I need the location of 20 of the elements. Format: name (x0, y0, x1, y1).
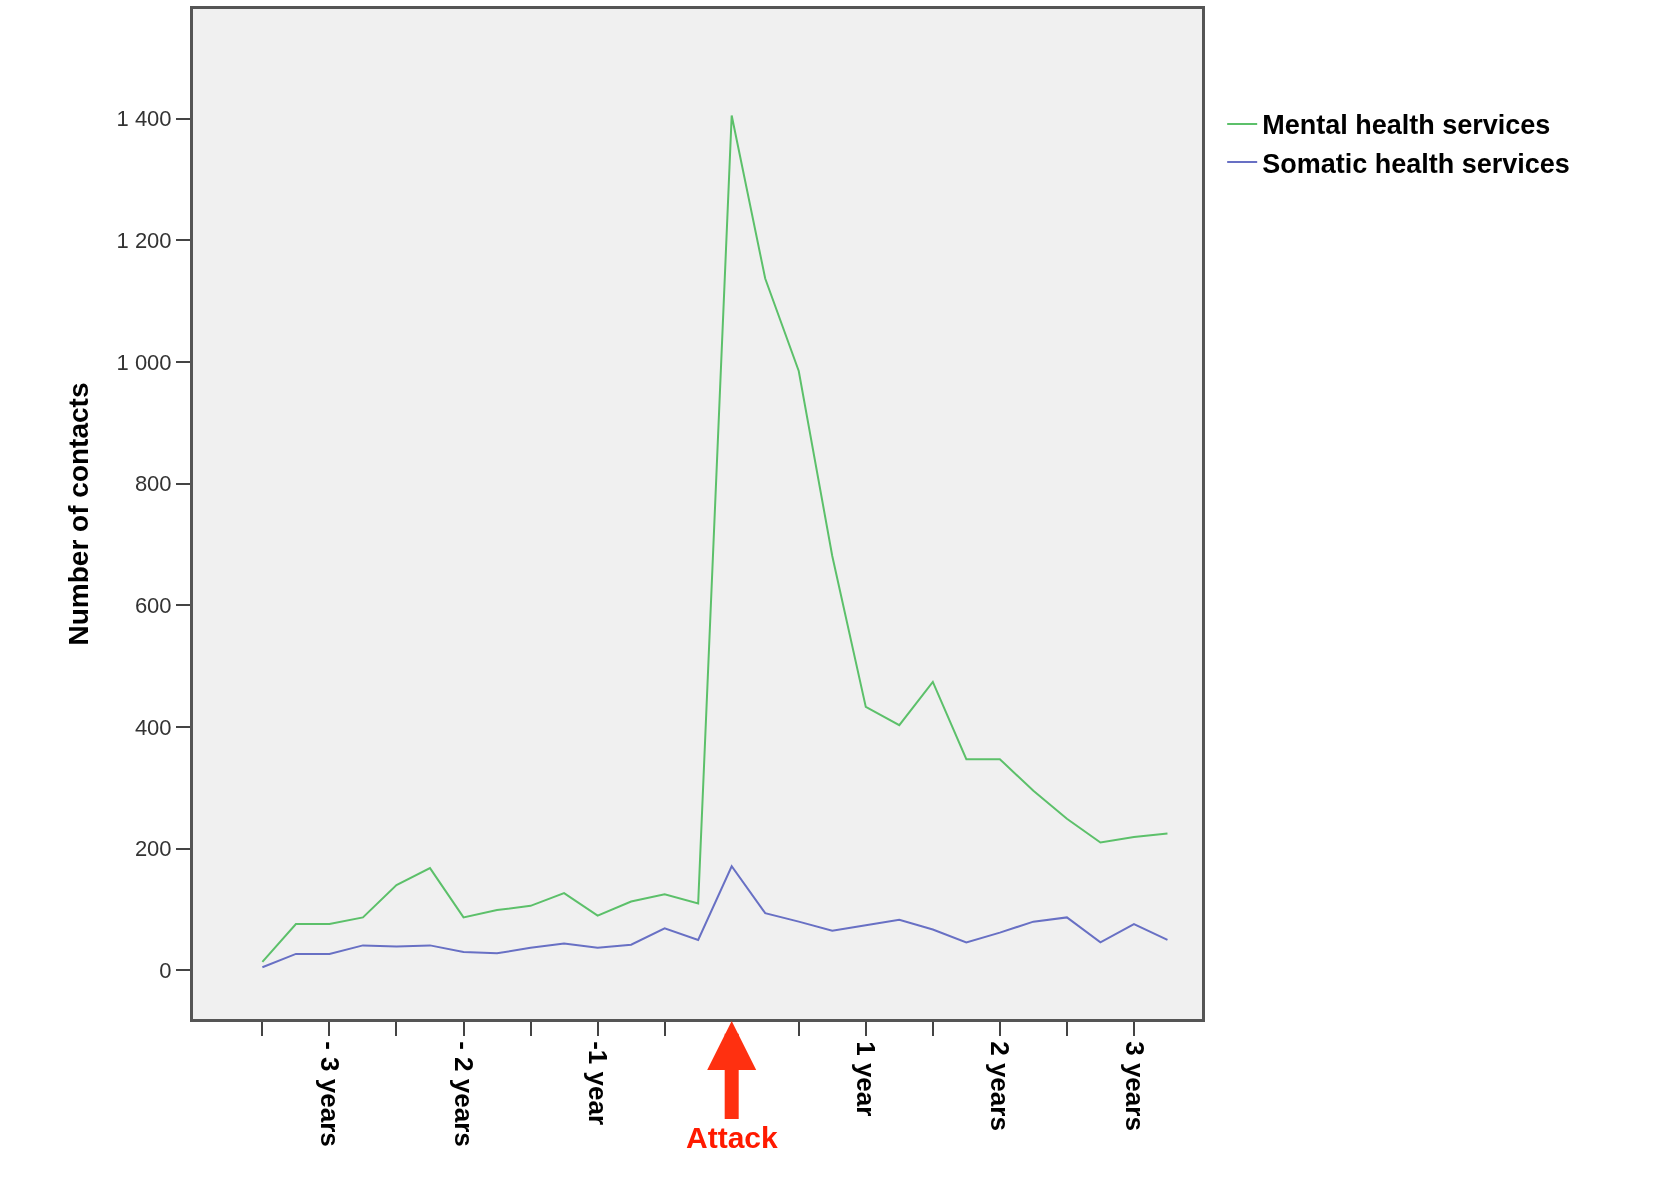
x-tick-label: - 2 years (449, 1041, 480, 1147)
line-series (261, 865, 1169, 969)
y-tick-label: 1 400 (116, 106, 172, 132)
legend-label: Somatic health services (1262, 148, 1570, 179)
y-tick-label: 400 (134, 714, 172, 740)
x-tick-label: -1 year (583, 1041, 614, 1126)
y-tick-label: 1 000 (116, 349, 172, 375)
text: Attack (686, 1121, 779, 1154)
y-axis-title: Number of contacts (63, 382, 95, 646)
y-tick-label: 0 (159, 958, 172, 984)
x-tick-label: - 3 years (314, 1041, 345, 1147)
x-tick-label: 3 years (1119, 1041, 1150, 1131)
x-tick-label: 1 year (851, 1041, 882, 1117)
y-tick-label: 800 (134, 471, 172, 497)
x-tick-label: 2 years (985, 1041, 1016, 1131)
y-tick-label: 1 200 (116, 227, 172, 253)
line-series (261, 114, 1169, 963)
y-tick-label: 600 (134, 592, 172, 618)
legend-label: Mental health services (1262, 110, 1551, 141)
y-tick-label: 200 (134, 836, 172, 862)
